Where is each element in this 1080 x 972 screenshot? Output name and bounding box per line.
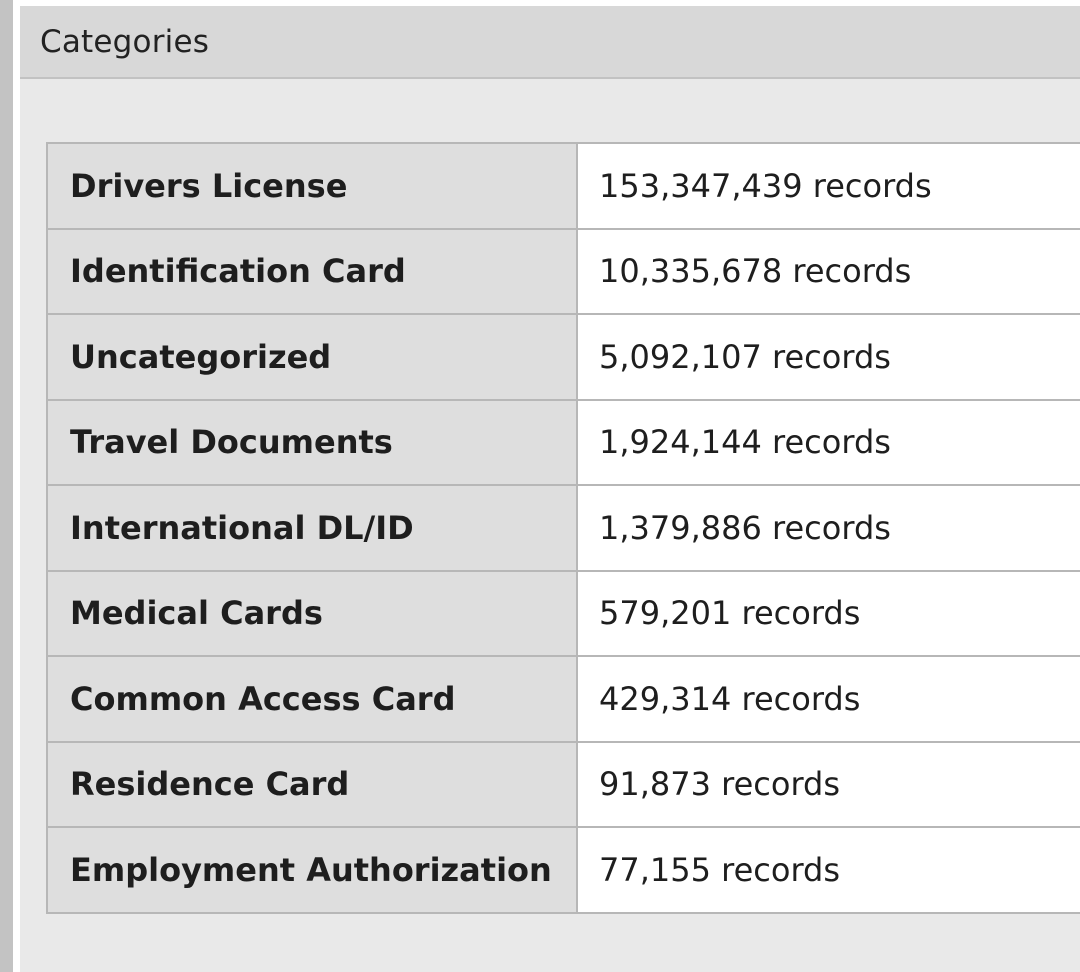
- category-label: Employment Authorization: [46, 826, 578, 914]
- table-row: Travel Documents 1,924,144 records: [46, 398, 1080, 486]
- category-count: 1,379,886 records: [576, 484, 1080, 572]
- panel-title: Categories: [40, 23, 210, 60]
- category-label: Residence Card: [46, 740, 578, 828]
- category-label: International DL/ID: [46, 484, 578, 572]
- category-label: Common Access Card: [46, 655, 578, 743]
- panel-header: Categories: [20, 6, 1080, 79]
- category-label: Travel Documents: [46, 398, 578, 486]
- category-label: Medical Cards: [46, 569, 578, 657]
- category-count: 77,155 records: [576, 826, 1080, 914]
- left-border-bar: [0, 0, 13, 972]
- category-count: 5,092,107 records: [576, 313, 1080, 401]
- category-count: 429,314 records: [576, 655, 1080, 743]
- category-count: 10,335,678 records: [576, 227, 1080, 315]
- table-row: Employment Authorization 77,155 records: [46, 826, 1080, 914]
- category-count: 153,347,439 records: [576, 142, 1080, 230]
- categories-panel: Categories Drivers License 153,347,439 r…: [20, 6, 1080, 972]
- category-label: Uncategorized: [46, 313, 578, 401]
- category-count: 91,873 records: [576, 740, 1080, 828]
- category-label: Identification Card: [46, 227, 578, 315]
- table-row: Residence Card 91,873 records: [46, 740, 1080, 828]
- table-row: Common Access Card 429,314 records: [46, 655, 1080, 743]
- table-row: Drivers License 153,347,439 records: [46, 142, 1080, 230]
- table-row: International DL/ID 1,379,886 records: [46, 484, 1080, 572]
- categories-table: Drivers License 153,347,439 records Iden…: [46, 142, 1080, 914]
- category-count: 579,201 records: [576, 569, 1080, 657]
- table-row: Uncategorized 5,092,107 records: [46, 313, 1080, 401]
- categories-table-wrap: Drivers License 153,347,439 records Iden…: [46, 142, 1080, 914]
- category-count: 1,924,144 records: [576, 398, 1080, 486]
- table-row: Identification Card 10,335,678 records: [46, 227, 1080, 315]
- table-row: Medical Cards 579,201 records: [46, 569, 1080, 657]
- category-label: Drivers License: [46, 142, 578, 230]
